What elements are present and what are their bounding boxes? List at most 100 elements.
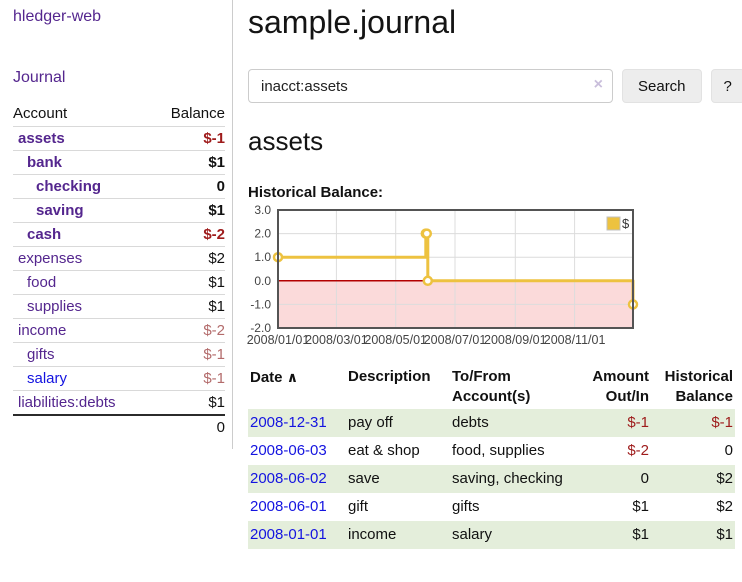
account-row: gifts $-1 — [13, 342, 225, 367]
transaction-amount: $1 — [632, 498, 649, 515]
account-row: income $-2 — [13, 318, 225, 343]
account-link[interactable]: liabilities:debts — [18, 394, 116, 411]
help-button[interactable]: ? — [710, 69, 742, 103]
account-link[interactable]: bank — [27, 154, 63, 171]
account-row: saving $1 — [13, 198, 225, 223]
search-box: × — [248, 69, 613, 103]
account-row: liabilities:debts $1 — [13, 390, 225, 416]
sidebar: hledger-web Journal Account Balance asse… — [0, 0, 233, 449]
chart-title: Historical Balance: — [248, 184, 384, 201]
account-balance: $-1 — [203, 370, 225, 387]
transaction-date-cell: 2008-12-31 — [248, 409, 346, 437]
account-name-cell: food — [13, 271, 152, 295]
transaction-description: gift — [348, 498, 369, 515]
account-link[interactable]: checking — [36, 178, 102, 195]
y-tick-label: 1.0 — [254, 250, 271, 264]
search-button[interactable]: Search — [622, 69, 702, 103]
search-form: × Search ? — [248, 69, 742, 103]
transaction-date-cell: 2008-06-03 — [248, 437, 346, 465]
transaction-amount: $-1 — [627, 414, 649, 431]
account-balance: $1 — [208, 394, 225, 411]
legend-swatch — [606, 216, 621, 231]
y-tick-label: -1.0 — [250, 297, 271, 311]
column-header-description: Description — [348, 368, 431, 385]
y-tick-label: 2.0 — [254, 227, 271, 241]
transaction-date-link[interactable]: 2008-06-01 — [250, 498, 327, 515]
accounts-total-spacer — [13, 415, 152, 439]
account-link[interactable]: expenses — [18, 250, 83, 267]
transaction-date-cell: 2008-01-01 — [248, 521, 346, 549]
legend-label: $ — [622, 216, 630, 231]
account-row: supplies $1 — [13, 294, 225, 319]
transaction-amount: $-2 — [627, 442, 649, 459]
transaction-accounts: saving, checking — [452, 470, 563, 487]
account-link[interactable]: income — [18, 322, 67, 339]
main-content: sample.journal × Search ? assets Histori… — [247, 0, 742, 549]
account-link[interactable]: cash — [27, 226, 62, 243]
search-input[interactable] — [248, 69, 613, 103]
transaction-balance: $2 — [716, 498, 733, 515]
transaction-date-link[interactable]: 2008-06-03 — [250, 442, 327, 459]
column-header-date[interactable]: Date ∧ — [248, 365, 346, 409]
data-point-marker — [422, 275, 434, 287]
app-title-link[interactable]: hledger-web — [13, 8, 102, 25]
account-link[interactable]: assets — [18, 130, 65, 147]
chart-svg: 3.0 2.0 1.0 0.0 -1.0 -2.02008/01/012008/03/01… — [247, 203, 639, 347]
transaction-row: 2008-12-31 pay off debts $-1 $-1 — [248, 409, 735, 437]
account-name-cell: checking — [13, 175, 152, 199]
transaction-description: income — [348, 526, 397, 543]
account-link[interactable]: food — [27, 274, 57, 291]
account-balance: $1 — [208, 202, 225, 219]
transaction-row: 2008-06-02 save saving, checking 0 $2 — [248, 465, 735, 493]
account-name-cell: income — [13, 319, 152, 343]
y-tick-label: 0.0 — [254, 274, 271, 288]
transaction-accounts: food, supplies — [452, 442, 545, 459]
account-name-cell: assets — [13, 127, 152, 151]
sort-ascending-icon: ∧ — [286, 369, 299, 385]
account-link[interactable]: supplies — [27, 298, 83, 315]
accounts-table: Account Balance assets $-1 bank $1 checking 0… — [13, 102, 225, 439]
transaction-date-link[interactable]: 2008-12-31 — [250, 414, 327, 431]
account-balance: $1 — [208, 298, 225, 315]
transaction-date-link[interactable]: 2008-01-01 — [250, 526, 327, 543]
transaction-balance: $1 — [716, 526, 733, 543]
account-link[interactable]: salary — [27, 370, 68, 387]
y-tick-label: -2.0 — [250, 321, 271, 335]
transaction-amount: 0 — [640, 470, 649, 487]
account-name-cell: expenses — [13, 247, 152, 271]
column-header-amount: Amount Out/In — [592, 368, 649, 405]
account-balance: $-2 — [203, 226, 225, 243]
transaction-description: eat & shop — [348, 442, 420, 459]
sidebar-item-journal[interactable]: Journal — [13, 69, 66, 86]
account-name-cell: supplies — [13, 295, 152, 319]
transaction-balance: $2 — [716, 470, 733, 487]
page-title: sample.journal — [248, 4, 457, 40]
column-header-balance: Historical Balance — [664, 368, 733, 405]
transaction-accounts: salary — [452, 526, 493, 543]
account-row: food $1 — [13, 270, 225, 295]
x-tick-label: 2008/07/01 — [424, 333, 487, 347]
account-balance: $-1 — [203, 130, 225, 147]
account-link[interactable]: gifts — [27, 346, 55, 363]
transaction-amount: $1 — [632, 526, 649, 543]
clear-search-icon[interactable]: × — [593, 76, 603, 93]
account-balance: $-1 — [203, 346, 225, 363]
register-table: Date ∧ Description To/From Account(s) Am… — [248, 365, 735, 549]
account-name-cell: salary — [13, 367, 152, 391]
transaction-row: 2008-06-03 eat & shop food, supplies $-2 0 — [248, 437, 735, 465]
data-point-marker — [421, 228, 433, 239]
account-name-cell: bank — [13, 151, 152, 175]
transaction-date-link[interactable]: 2008-06-02 — [250, 470, 327, 487]
sidebar-nav: Journal — [13, 69, 225, 87]
account-row: cash $-2 — [13, 222, 225, 247]
account-balance: $-2 — [203, 322, 225, 339]
accounts-header-balance: Balance — [170, 105, 225, 122]
account-name-cell: saving — [13, 199, 152, 223]
account-row: checking 0 — [13, 174, 225, 199]
x-tick-label: 2008/05/01 — [364, 333, 427, 347]
x-tick-label: 2008/01/01 — [247, 333, 310, 347]
accounts-total-row: 0 — [13, 415, 225, 439]
historical-balance-chart: 3.0 2.0 1.0 0.0 -1.0 -2.0 2008/01/01 2008/03/01… — [247, 203, 735, 350]
account-link[interactable]: saving — [36, 202, 84, 219]
account-heading: assets — [248, 126, 324, 156]
